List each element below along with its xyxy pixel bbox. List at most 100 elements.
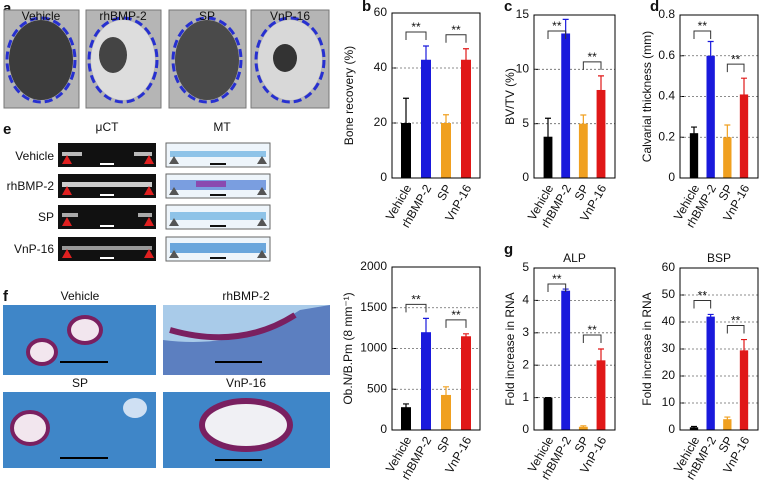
condition-label: SP [199,9,215,23]
image-label: SP [72,376,88,390]
error-bar [403,97,409,149]
y-axis-label: Bone recovery (%) [342,46,356,145]
row-label: rhBMP-2 [7,179,55,193]
x-tick-label: SP [572,434,592,455]
significance-bracket [405,303,427,313]
y-axis-label: Calvarial thickness (mm) [640,31,654,162]
y-tick-label: 4 [522,293,529,307]
bar [561,290,571,430]
column-label: MT [213,120,231,134]
y-tick-label: 20 [374,115,388,129]
bar [461,336,471,430]
y-tick-label: 1500 [360,300,387,314]
error-bar [580,114,587,133]
bar [596,360,606,430]
y-tick-label: 50 [662,287,676,301]
y-tick-label: 0 [522,170,529,184]
bar [706,316,715,430]
panel-label: f [3,288,9,305]
bar [561,33,571,179]
y-tick-label: 0 [668,422,675,436]
bar [578,426,588,430]
row-label: Vehicle [15,149,54,163]
error-bar [545,117,551,156]
significance-bracket [445,319,467,328]
panel-label: g [504,241,513,258]
chart-title: BSP [707,251,731,265]
y-tick-label: 5 [522,116,529,130]
significance-label: ** [411,20,421,34]
plot-frame [679,267,759,431]
bar [706,55,715,178]
y-tick-label: 10 [516,62,530,76]
y-tick-label: 0 [380,422,387,436]
significance-label: ** [552,272,562,286]
y-tick-label: 5 [522,260,529,274]
y-axis-label: Ob.N/B.Pm (8 mm⁻¹) [341,292,355,404]
plot-frame [533,267,616,431]
error-bar [463,48,469,72]
x-tick-label: SP [716,434,736,455]
y-tick-label: 0 [380,170,387,184]
significance-bracket [445,34,467,43]
error-bar [598,348,604,373]
significance-bracket [582,61,602,70]
y-tick-label: 1 [522,390,529,404]
plot-frame [391,12,481,179]
y-tick-label: 2 [522,357,529,371]
significance-bracket [726,63,745,73]
significance-bracket [693,299,712,309]
y-axis-label: Fold increase in RNA [640,292,654,405]
bar [421,59,431,178]
bar [421,332,431,430]
error-bar [691,126,697,140]
error-bar [423,317,429,347]
significance-label: ** [731,314,741,328]
y-tick-label: 500 [367,381,387,395]
image-label: rhBMP-2 [222,289,270,303]
bar [578,123,588,178]
panel-label: b [362,0,371,15]
significance-label: ** [731,52,741,66]
condition-label: VnP-16 [270,9,310,23]
y-tick-label: 2000 [360,259,387,273]
significance-label: ** [587,323,597,337]
error-bar [724,124,731,151]
dish-images [3,9,330,109]
y-tick-label: 3 [522,325,529,339]
error-bar [443,386,449,404]
row-label: VnP-16 [14,242,54,256]
y-tick-label: 0 [668,170,675,184]
column-label: μCT [96,120,120,134]
bar [689,133,699,178]
y-axis-label: Fold increase in RNA [503,292,517,405]
significance-bracket [405,31,427,40]
error-bar [463,333,469,340]
bar [723,419,732,430]
bar [461,59,471,178]
panel-label: c [504,0,512,15]
significance-bracket [693,30,712,39]
plot-frame [533,14,616,179]
y-tick-label: 1000 [360,341,387,355]
error-bar [707,40,714,71]
y-tick-label: 60 [662,260,676,274]
bar [723,137,732,178]
panel-label: a [3,0,12,17]
y-tick-label: 60 [374,5,388,19]
condition-label: rhBMP-2 [99,9,147,23]
significance-label: ** [451,308,461,322]
x-tick-label: SP [572,182,592,203]
y-tick-label: 0.8 [658,7,675,21]
image-label: Vehicle [61,289,100,303]
plot-frame [391,266,481,431]
y-tick-label: 0 [522,422,529,436]
significance-label: ** [552,19,562,33]
significance-bracket [726,325,745,334]
y-tick-label: 15 [516,7,530,21]
significance-bracket [547,30,567,39]
panel-label: d [650,0,659,15]
y-tick-label: 20 [662,368,676,382]
bar [739,350,749,430]
